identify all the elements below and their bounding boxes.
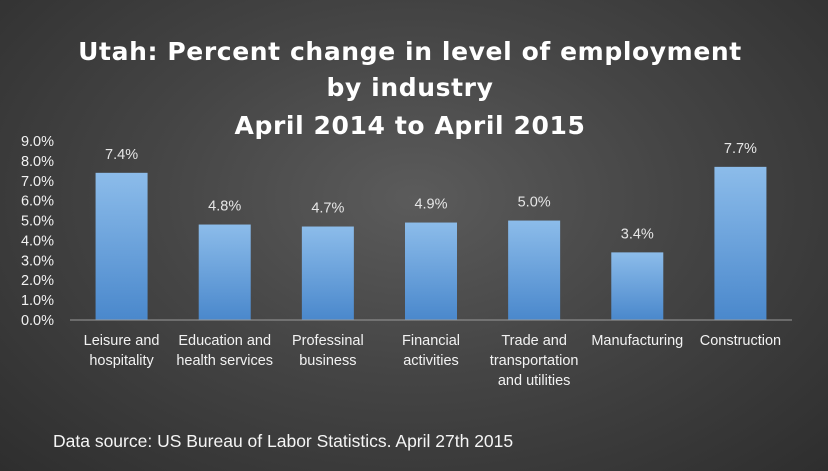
x-category-label: Education and [178, 333, 271, 349]
bar-data-label: 3.4% [621, 226, 654, 242]
y-tick-label: 9.0% [21, 134, 54, 150]
y-tick-label: 8.0% [21, 154, 54, 170]
bar [405, 222, 457, 320]
y-axis: 0.0% 1.0% 2.0% 3.0% 4.0% 5.0% 6.0% 7.0% 8.0% 9.0% [21, 134, 54, 329]
x-category-label: Professinal [292, 333, 364, 349]
y-tick-label: 2.0% [21, 273, 54, 289]
y-tick-label: 3.0% [21, 253, 54, 269]
bar [95, 172, 148, 320]
x-category-label: activities [403, 353, 459, 369]
x-category-label: Construction [700, 333, 781, 349]
bar-data-label: 4.9% [414, 197, 447, 213]
bar [611, 252, 664, 320]
chart-title-line-1: Utah: Percent change in level of employm… [78, 37, 742, 66]
chart-title: Utah: Percent change in level of employm… [78, 37, 742, 140]
y-tick-label: 6.0% [21, 194, 54, 210]
bar-data-label: 4.8% [208, 199, 241, 215]
x-category-label: hospitality [89, 353, 154, 369]
y-tick-label: 7.0% [21, 174, 54, 190]
data-source-note: Data source: US Bureau of Labor Statisti… [53, 431, 513, 451]
x-category-label: transportation [490, 353, 579, 369]
bar [301, 226, 354, 320]
x-category-label: and utilities [498, 373, 571, 389]
x-category-label: business [299, 353, 356, 369]
bar-data-label: 4.7% [311, 201, 344, 217]
bar-data-label: 5.0% [518, 195, 551, 211]
x-category-label: Trade and [501, 333, 567, 349]
x-axis: Leisure and hospitality Education and healt… [84, 333, 781, 389]
x-category-label: Leisure and [84, 333, 160, 349]
y-tick-label: 4.0% [21, 233, 54, 249]
chart-title-line-2: by industry [326, 73, 493, 102]
bar-data-label: 7.4% [105, 147, 138, 163]
data-labels-group: 7.4% 4.8% 4.7% 4.9% 5.0% 3.4% 7.7% [105, 141, 757, 243]
x-category-label: health services [176, 353, 273, 369]
bar [508, 220, 561, 320]
x-category-label: Financial [402, 333, 460, 349]
x-category-label: Manufacturing [591, 333, 683, 349]
bars-group [95, 166, 767, 320]
y-tick-label: 1.0% [21, 293, 54, 309]
chart-title-line-3: April 2014 to April 2015 [235, 111, 586, 140]
bar [714, 166, 767, 320]
y-tick-label: 5.0% [21, 214, 54, 230]
y-tick-label: 0.0% [21, 313, 54, 329]
bar-data-label: 7.7% [724, 141, 757, 157]
bar [198, 224, 251, 320]
